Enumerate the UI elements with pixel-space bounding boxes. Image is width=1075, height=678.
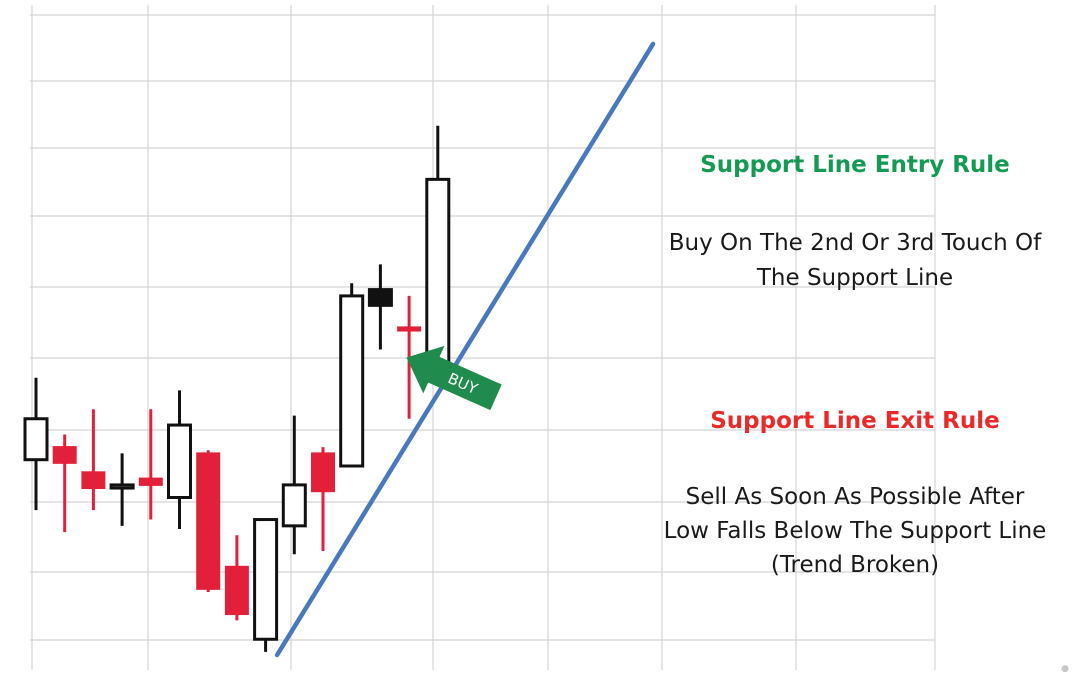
entry-rule-title: Support Line Entry Rule [700,152,1010,178]
candle-body [367,288,393,307]
buy-arrow-group: BUY [406,345,502,411]
candle-body [52,446,77,464]
watermark-logo: ● [1061,664,1069,674]
candle [196,450,221,592]
candle-body [81,471,106,490]
candle [109,453,135,526]
candle-body [196,452,221,590]
candle-body [138,477,163,486]
candle [253,518,279,652]
candle [81,409,106,511]
candle [167,390,192,529]
candle-body [253,518,279,641]
exit-rule-text: Sell As Soon As Possible After Low Falls… [630,480,1075,582]
exit-rule-line: (Trend Broken) [770,552,940,578]
exit-rule-title: Support Line Exit Rule [710,408,1000,434]
candle [311,447,335,552]
candle [281,415,307,555]
chart-grid [30,5,936,670]
candle-body [425,177,451,367]
support-line-group [274,41,656,658]
candle [339,283,365,468]
candle-body [397,326,422,332]
entry-rule-line: Buy On The 2nd Or 3rd Touch Of [668,230,1042,256]
candle [367,264,393,350]
candle [224,535,249,621]
candle-body [167,423,192,499]
candle-body [109,483,135,490]
candle [52,434,77,533]
candle [425,125,451,372]
candles-group [23,125,451,652]
entry-rule-line: The Support Line [756,265,954,291]
exit-rule-line: Low Falls Below The Support Line [663,518,1047,544]
exit-rule-line: Sell As Soon As Possible After [685,484,1025,510]
candle [138,409,163,520]
candle [23,377,49,511]
entry-rule-text: Buy On The 2nd Or 3rd Touch Of The Suppo… [630,226,1075,296]
candle-body [23,417,49,462]
buy-arrow-shape [406,345,502,411]
support-line [274,41,656,658]
candle-body [339,294,365,468]
buy-arrow-icon: BUY [406,345,502,411]
candle-body [224,565,249,616]
candle-body [281,483,307,528]
candle-body [311,452,335,493]
